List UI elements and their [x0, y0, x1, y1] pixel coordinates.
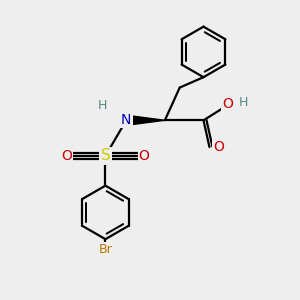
Text: O: O: [139, 149, 149, 163]
Polygon shape: [126, 115, 165, 125]
Text: N: N: [121, 113, 131, 127]
Text: S: S: [100, 148, 110, 164]
Text: Br: Br: [98, 243, 112, 256]
Text: O: O: [61, 149, 72, 163]
Text: H: H: [98, 99, 107, 112]
Text: O: O: [213, 140, 224, 154]
Text: O: O: [222, 97, 233, 111]
Text: H: H: [239, 96, 248, 109]
